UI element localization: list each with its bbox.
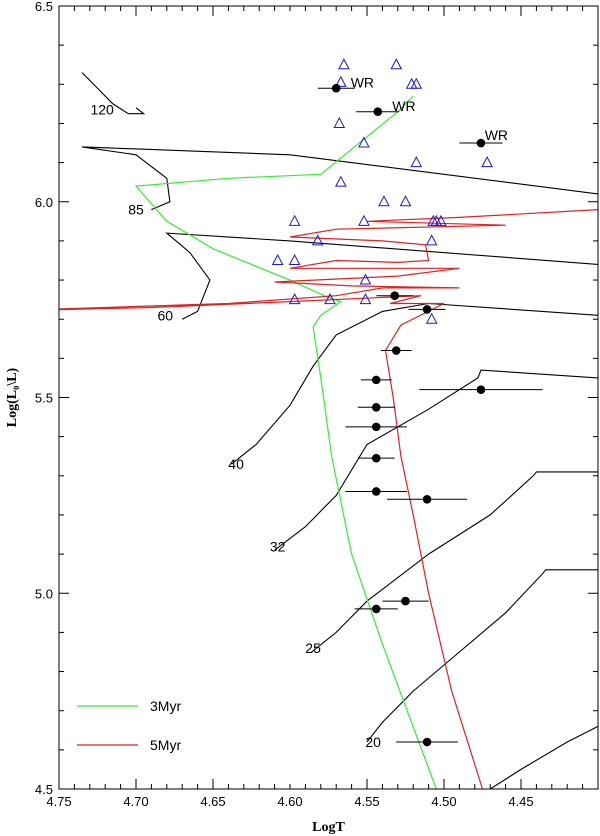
triangle-point <box>338 58 350 70</box>
y-axis-label: Log(L₀\L) <box>5 367 20 427</box>
circle-point <box>331 83 341 93</box>
circle-point <box>371 487 381 496</box>
circle-point <box>371 422 381 432</box>
triangle-point <box>333 116 346 128</box>
triangle-point <box>334 75 347 87</box>
plot-lines <box>59 72 598 789</box>
triangle-point <box>430 214 443 226</box>
triangle-point <box>399 195 412 207</box>
triangle-point <box>334 175 347 187</box>
triangle-point <box>358 214 370 226</box>
triangle-point <box>288 293 301 305</box>
triangle-point <box>359 273 372 285</box>
evolutionary-track-extra-7 <box>489 725 598 789</box>
triangle-point <box>410 156 423 168</box>
text-annotations: 120 85 60 40 32 25 20 WR WR WR <box>90 74 508 750</box>
data-points <box>271 58 543 747</box>
triangle-point <box>378 195 390 207</box>
evolutionary-track-40 <box>231 302 598 465</box>
circle-point <box>391 346 401 355</box>
x-tick-label: 4.75 <box>46 794 71 809</box>
isochrone-3Myr <box>134 95 437 789</box>
triangle-point <box>324 293 336 305</box>
x-tick-label: 4.55 <box>354 794 379 809</box>
evolutionary-track-60 <box>165 232 598 320</box>
x-tick-label: 4.45 <box>508 794 533 809</box>
x-tick-label: 4.50 <box>431 794 456 809</box>
circle-point <box>371 604 381 614</box>
circle-point <box>476 385 486 394</box>
wr-label: WR <box>351 74 374 90</box>
circle-point <box>371 402 381 412</box>
triangle-point <box>359 293 372 305</box>
track-label-85: 85 <box>128 202 144 218</box>
evolutionary-track-85 <box>82 146 598 211</box>
x-axis-label: LogT <box>312 820 345 835</box>
track-label-40: 40 <box>228 456 244 472</box>
triangle-point <box>481 156 493 168</box>
y-tick-label: 6.5 <box>35 0 53 14</box>
circle-point <box>390 291 400 301</box>
y-tick-label: 4.5 <box>35 782 53 797</box>
circle-point <box>373 107 383 117</box>
wr-label: WR <box>392 98 415 114</box>
circle-point <box>422 737 432 747</box>
triangle-point <box>425 312 438 324</box>
axis-ticks: 4.75 4.70 4.65 4.60 4.55 4.50 4.45 4.5 5.0 5.5 6.0… <box>35 0 599 809</box>
triangle-point <box>271 253 284 265</box>
triangle-point <box>288 214 301 226</box>
y-tick-label: 5.5 <box>35 391 53 406</box>
legend-label-5Myr: 5Myr <box>150 737 181 753</box>
track-label-25: 25 <box>305 640 321 656</box>
evolutionary-track-120 <box>81 72 146 115</box>
y-tick-label: 5.0 <box>35 586 53 601</box>
triangle-point <box>425 234 438 246</box>
triangle-point <box>311 234 324 246</box>
circle-point <box>401 596 410 606</box>
circle-point <box>371 453 381 463</box>
legend-label-3Myr: 3Myr <box>150 698 181 714</box>
isochrone-5Myr <box>59 209 598 789</box>
circle-point <box>476 138 486 148</box>
track-label-60: 60 <box>157 307 173 323</box>
circle-point <box>422 494 432 504</box>
triangle-point <box>410 77 423 89</box>
y-tick-label: 6.0 <box>35 195 53 210</box>
evolutionary-track-25 <box>311 471 598 653</box>
plot-frame <box>58 5 599 790</box>
x-tick-label: 4.60 <box>277 794 302 809</box>
circle-point <box>371 375 381 385</box>
triangle-point <box>358 136 370 148</box>
x-tick-label: 4.70 <box>123 794 148 809</box>
legend: 3Myr 5Myr <box>77 698 181 753</box>
track-label-120: 120 <box>90 102 114 118</box>
x-tick-label: 4.65 <box>200 794 225 809</box>
triangle-point <box>288 253 301 265</box>
track-label-20: 20 <box>365 734 381 750</box>
track-label-32: 32 <box>270 538 286 554</box>
triangle-point <box>390 58 403 70</box>
circle-point <box>422 305 432 314</box>
wr-label: WR <box>485 127 508 143</box>
evolutionary-track-20 <box>366 569 598 743</box>
